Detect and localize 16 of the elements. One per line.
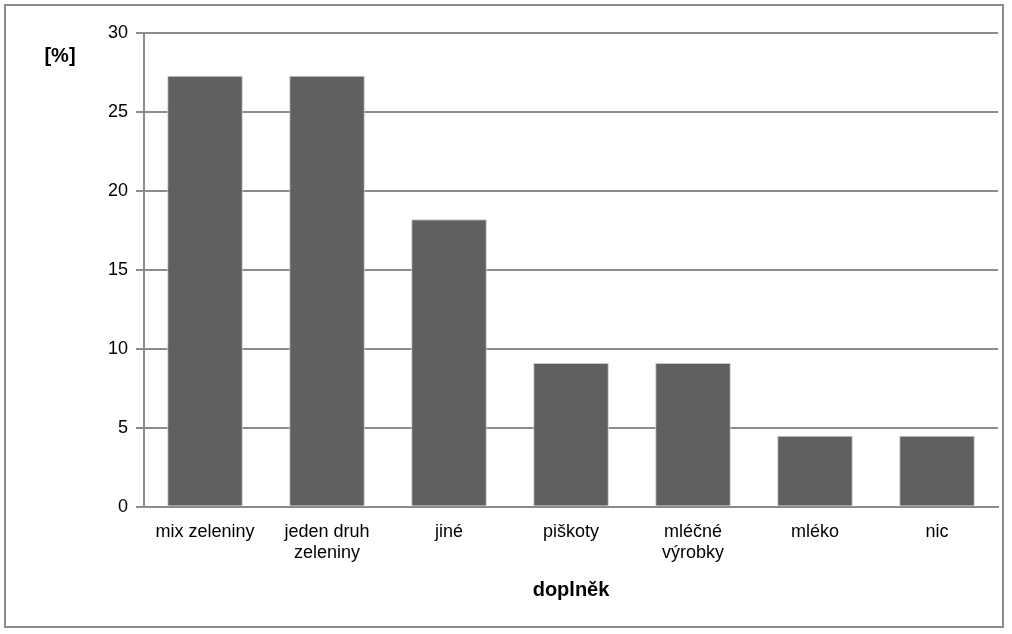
- x-tick-label: mix zeleniny: [155, 520, 255, 541]
- x-tick-label: piškoty: [543, 520, 600, 541]
- x-tick-label: mléčné výrobky: [662, 520, 725, 563]
- x-tick-label: nic: [925, 520, 949, 541]
- y-tick-label: 10: [107, 337, 129, 358]
- y-tick-label: 20: [107, 179, 129, 200]
- y-axis-title: [%]: [44, 43, 76, 66]
- y-tick-label: 0: [118, 495, 129, 516]
- x-axis-title: doplněk: [532, 577, 611, 600]
- y-tick-label: 5: [118, 416, 129, 437]
- x-tick-label: jeden druh zeleniny: [283, 520, 370, 563]
- y-tick-label: 25: [107, 100, 129, 121]
- y-tick-label: 30: [107, 21, 129, 42]
- x-tick-label: mléko: [791, 520, 840, 541]
- y-tick-label: 15: [107, 258, 129, 279]
- x-tick-label: jiné: [434, 520, 464, 541]
